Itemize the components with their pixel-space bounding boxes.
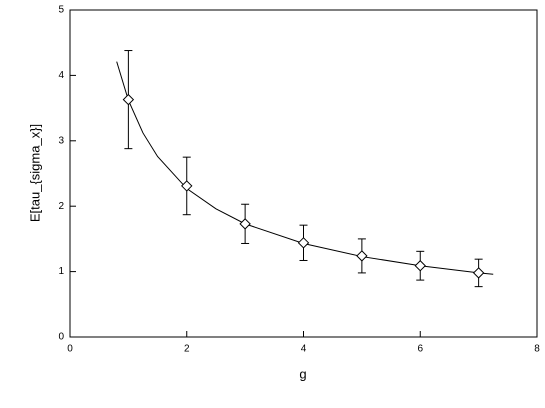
x-tick-label: 6	[417, 344, 423, 355]
y-tick-label: 0	[58, 332, 64, 343]
x-tick-label: 8	[534, 344, 540, 355]
marker	[472, 267, 485, 279]
marker	[297, 237, 310, 249]
x-tick-label: 2	[184, 344, 190, 355]
y-tick-label: 2	[58, 201, 64, 212]
marker	[122, 93, 135, 106]
y-tick-label: 5	[58, 5, 64, 16]
y-tick-label: 3	[58, 135, 64, 146]
marker	[181, 180, 193, 192]
y-tick-label: 1	[58, 266, 64, 277]
marker	[239, 218, 251, 230]
marker	[414, 260, 426, 272]
plot-frame	[69, 9, 538, 338]
x-tick-label: 0	[67, 344, 73, 355]
marker	[356, 250, 368, 262]
x-tick-label: 4	[301, 344, 307, 355]
y-tick-label: 4	[58, 70, 64, 81]
fit-curve	[116, 61, 494, 275]
x-axis-label: g	[299, 366, 306, 381]
y-axis-label: E[tau_{sigma_x}]	[27, 124, 42, 222]
